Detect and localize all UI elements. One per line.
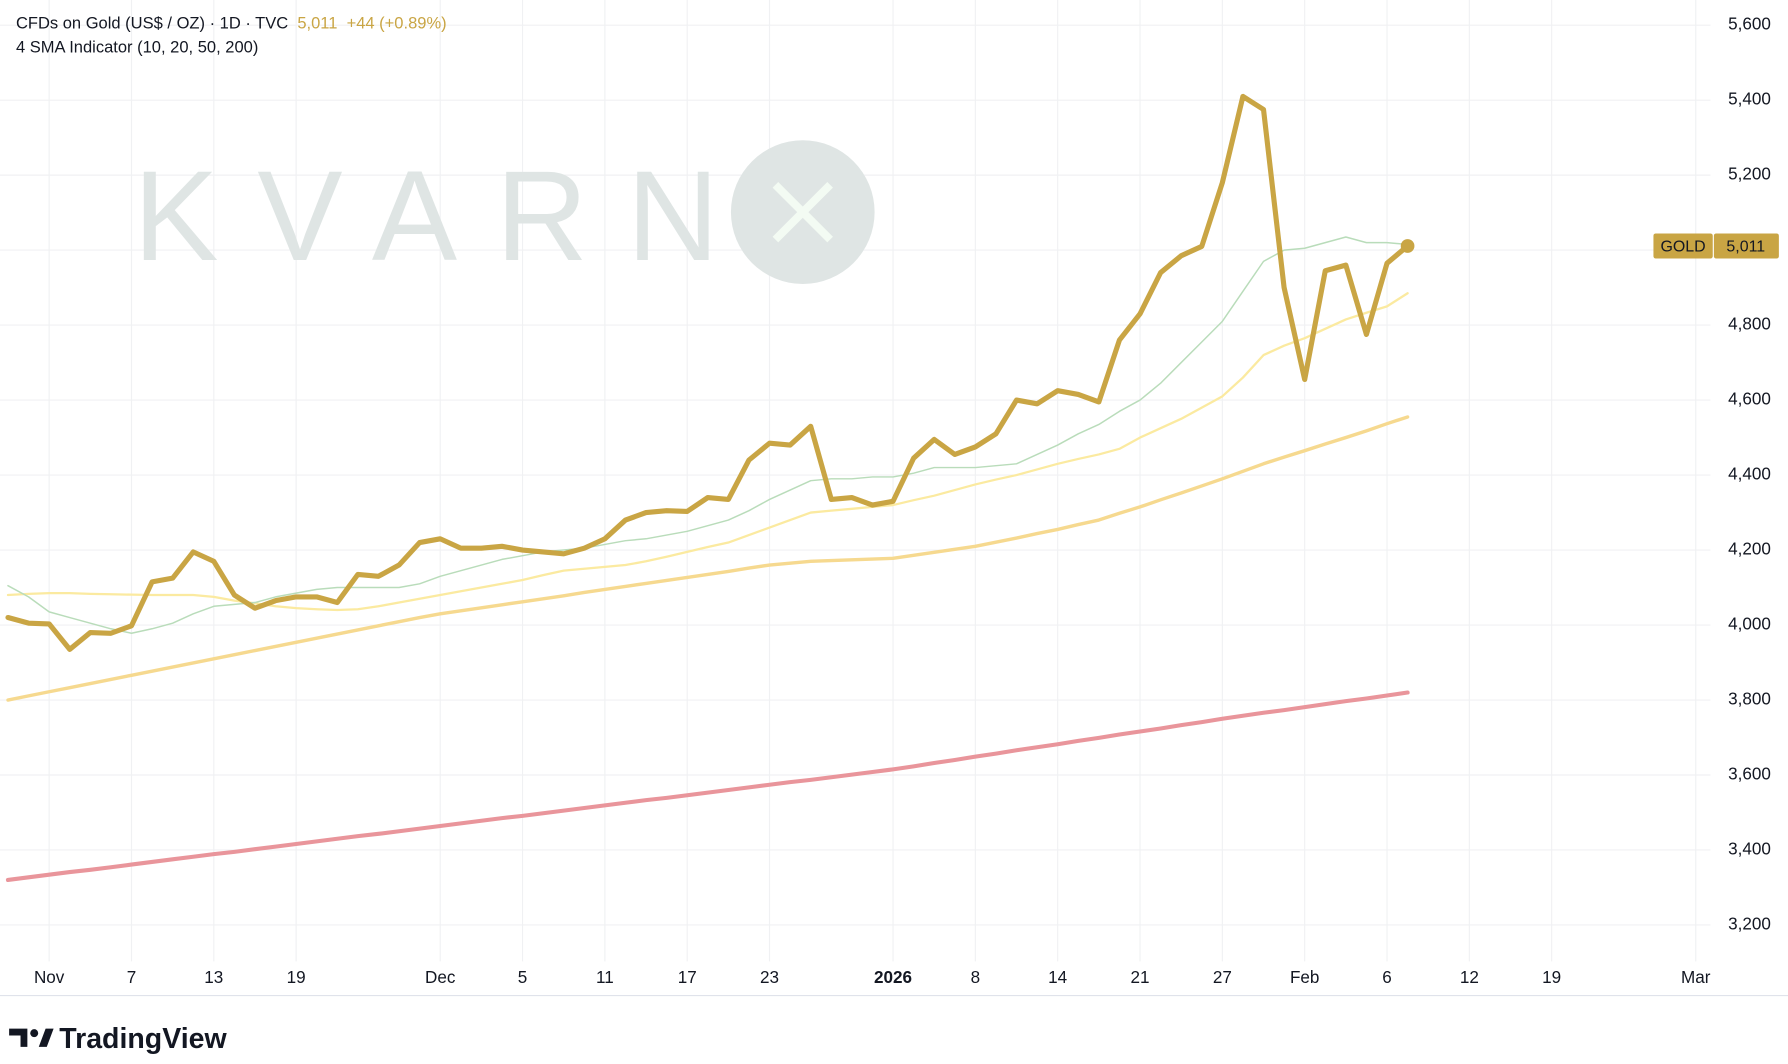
- brand-logo: [9, 1028, 54, 1047]
- watermark-x: [772, 181, 833, 243]
- series-line: [7, 236, 1409, 635]
- x-tick-label: 6: [1382, 968, 1392, 987]
- x-tick-label: Mar: [1681, 968, 1711, 987]
- symbol: CFDs on Gold (US$ / OZ) · 1D · TVC: [16, 14, 288, 33]
- watermark: KVARN: [133, 145, 757, 288]
- y-tick-label: 4,000: [1728, 615, 1771, 634]
- logo-part: [9, 1028, 28, 1047]
- logo-part: [30, 1029, 39, 1038]
- x-tick-label: 21: [1131, 968, 1150, 987]
- lines: [5, 93, 1415, 883]
- x-tick-label: 14: [1048, 968, 1067, 987]
- y-tick-label: 3,600: [1728, 765, 1771, 784]
- x-tick-label: 19: [287, 968, 306, 987]
- price-tag-bg: [1713, 233, 1779, 259]
- indicator: 4 SMA Indicator (10, 20, 50, 200): [16, 38, 258, 57]
- change: +44 (+0.89%): [347, 14, 447, 33]
- series-line: [5, 93, 1411, 652]
- series-line: [6, 415, 1410, 702]
- x-tick-label: 11: [596, 968, 614, 987]
- x-tick-label: 27: [1213, 968, 1232, 987]
- last-point: [1400, 239, 1415, 253]
- y-tick-label: 5,600: [1728, 15, 1771, 34]
- x-tick-label: Nov: [34, 968, 65, 987]
- brand: TradingView: [59, 1023, 227, 1055]
- x-tick-label: 5: [518, 968, 528, 987]
- axes: 3,200 3,400 3,600 3,800 4,000 4,200 4,400 4,600…: [34, 15, 1779, 987]
- y-tick-label: 4,200: [1728, 540, 1771, 559]
- x-tick-label: Feb: [1290, 968, 1319, 987]
- y-tick-label: 5,200: [1728, 165, 1771, 184]
- x-tick-label: 13: [204, 968, 223, 987]
- y-tick-label: 4,600: [1728, 390, 1771, 409]
- x-tick-label: 7: [127, 968, 137, 987]
- price-tag-value: 5,011: [1726, 238, 1765, 255]
- y-tick-label: 3,800: [1728, 690, 1771, 709]
- x-tick-label: Dec: [425, 968, 456, 987]
- x-tick-label: 12: [1460, 968, 1479, 987]
- header: CFDs on Gold (US$ / OZ) · 1D · TVC 5,011 +…: [16, 14, 447, 33]
- series-line: [5, 690, 1410, 883]
- x-tick-label: 8: [971, 968, 981, 987]
- y-tick-label: 4,400: [1728, 465, 1771, 484]
- y-tick-label: 4,800: [1728, 315, 1771, 334]
- logo-part: [38, 1028, 54, 1047]
- y-tick-label: 5,400: [1728, 90, 1771, 109]
- x-tick-label: 23: [760, 968, 779, 987]
- price-tag-name: GOLD: [1660, 238, 1705, 255]
- x-tick-label: 19: [1542, 968, 1561, 987]
- y-tick-label: 3,400: [1728, 839, 1771, 858]
- x-tick-label: 17: [678, 968, 697, 987]
- x-tick-label: 2026: [874, 968, 912, 987]
- price-tag-name-bg: [1653, 233, 1713, 259]
- last-price: 5,011: [297, 14, 337, 33]
- y-tick-label: 3,200: [1728, 914, 1771, 933]
